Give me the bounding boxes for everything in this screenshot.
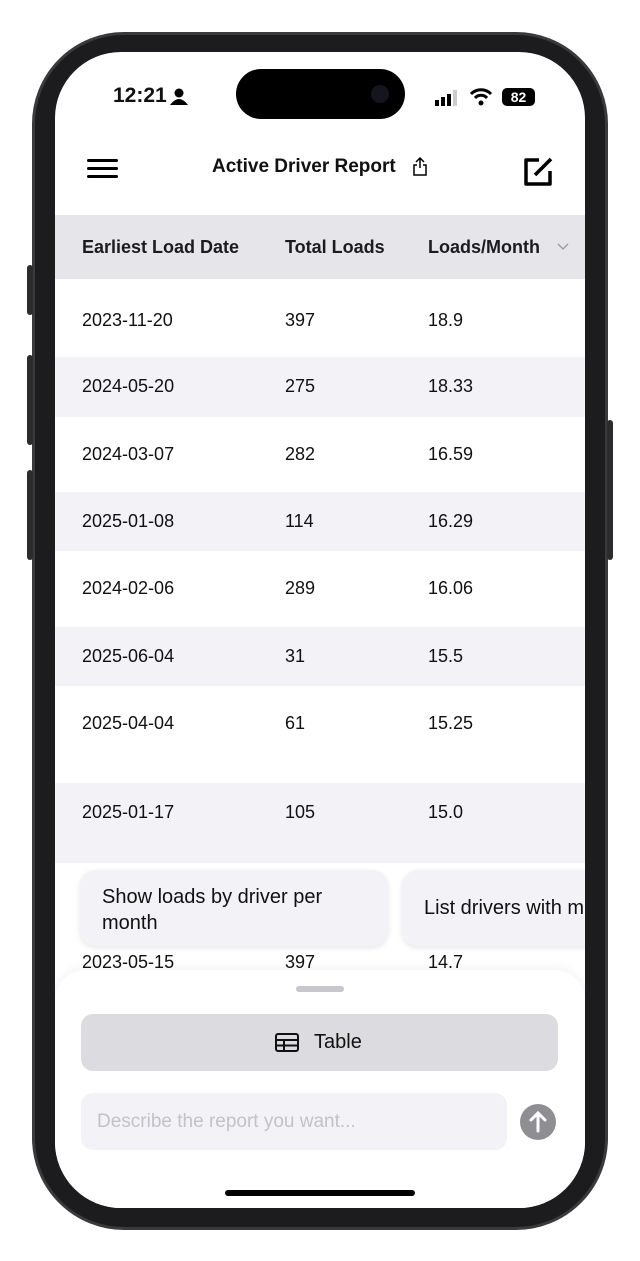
column-header[interactable]: Total Loads (285, 237, 385, 257)
table-header: Earliest Load Date Total Loads Loads/Mon… (55, 215, 585, 279)
person-icon (170, 88, 188, 105)
send-button[interactable] (520, 1104, 556, 1140)
power-button (607, 420, 613, 560)
status-time: 12:21 (113, 84, 167, 107)
table-row[interactable]: 2024-05-20 275 18.33 (55, 357, 585, 417)
volume-up-button (27, 355, 33, 445)
table-cell: 61 (285, 713, 306, 733)
table-row[interactable]: 2024-03-07 282 16.59 (55, 417, 585, 492)
dynamic-island (236, 69, 405, 119)
screen: 12:21 82 Active Driver Report Earliest L… (55, 52, 585, 1208)
table-cell: 2024-02-06 (82, 578, 175, 598)
table-row[interactable]: 2025-01-08 114 16.29 (55, 492, 585, 551)
compose-icon[interactable] (523, 155, 555, 187)
table-cell: 2025-01-08 (82, 511, 175, 531)
suggestion-chip[interactable]: List drivers with m (402, 870, 585, 946)
table-row[interactable]: 2025-06-04 31 15.5 (55, 627, 585, 686)
share-icon[interactable] (412, 156, 428, 176)
table-cell: 15.0 (428, 802, 464, 822)
table-cell: 114 (285, 511, 314, 531)
table-cell: 15.25 (428, 713, 474, 733)
table-row[interactable]: 2023-11-20 397 18.9 (55, 280, 585, 357)
table-cell: 2025-06-04 (82, 646, 175, 666)
table-cell: 16.29 (428, 511, 474, 531)
page-title: Active Driver Report (212, 156, 396, 177)
table-cell: 282 (285, 444, 316, 464)
sort-chevron-down-icon[interactable] (557, 243, 569, 251)
table-button-label: Table (314, 1031, 362, 1053)
table-row[interactable]: 2025-01-17 105 15.0 (55, 783, 585, 863)
column-header[interactable]: Earliest Load Date (82, 237, 240, 257)
wifi-icon (469, 88, 493, 106)
table-cell: 2025-01-17 (82, 802, 175, 822)
table-row[interactable]: 2025-04-04 61 15.25 (55, 686, 585, 783)
table-view-button[interactable]: Table (81, 1014, 558, 1071)
input-placeholder: Describe the report you want... (97, 1111, 356, 1132)
report-prompt-input[interactable]: Describe the report you want... (81, 1093, 507, 1150)
camera-icon (371, 85, 389, 103)
bottom-sheet: Table Describe the report you want... (55, 970, 585, 1208)
battery-icon: 82 (502, 88, 535, 106)
signal-icon (435, 90, 457, 106)
volume-down-button (27, 470, 33, 560)
sheet-grabber[interactable] (296, 986, 344, 992)
table-cell: 18.9 (428, 310, 464, 330)
table-cell: 2023-05-15 (82, 952, 175, 972)
table-cell: 18.33 (428, 376, 474, 396)
table-cell: 15.5 (428, 646, 464, 666)
table-cell: 2023-11-20 (82, 310, 173, 330)
table-cell: 2024-05-20 (82, 376, 175, 396)
menu-icon[interactable] (87, 159, 119, 179)
suggestion-chip[interactable]: Show loads by driver per month (80, 870, 388, 946)
home-indicator (225, 1190, 415, 1196)
table-cell: 16.06 (428, 578, 474, 598)
table-cell: 16.59 (428, 444, 474, 464)
column-header[interactable]: Loads/Month (428, 237, 540, 257)
table-row[interactable]: 2024-02-06 289 16.06 (55, 551, 585, 627)
table-cell: 275 (285, 376, 316, 396)
table-cell: 397 (285, 952, 316, 972)
table-cell: 2025-04-04 (82, 713, 175, 733)
table-cell: 14.7 (428, 952, 464, 972)
table-cell: 105 (285, 802, 316, 822)
silent-switch (27, 265, 33, 315)
table-cell: 397 (285, 310, 316, 330)
table-cell: 2024-03-07 (82, 444, 175, 464)
table-cell: 289 (285, 578, 316, 598)
table-cell: 31 (285, 646, 306, 666)
table-icon (275, 1033, 299, 1052)
